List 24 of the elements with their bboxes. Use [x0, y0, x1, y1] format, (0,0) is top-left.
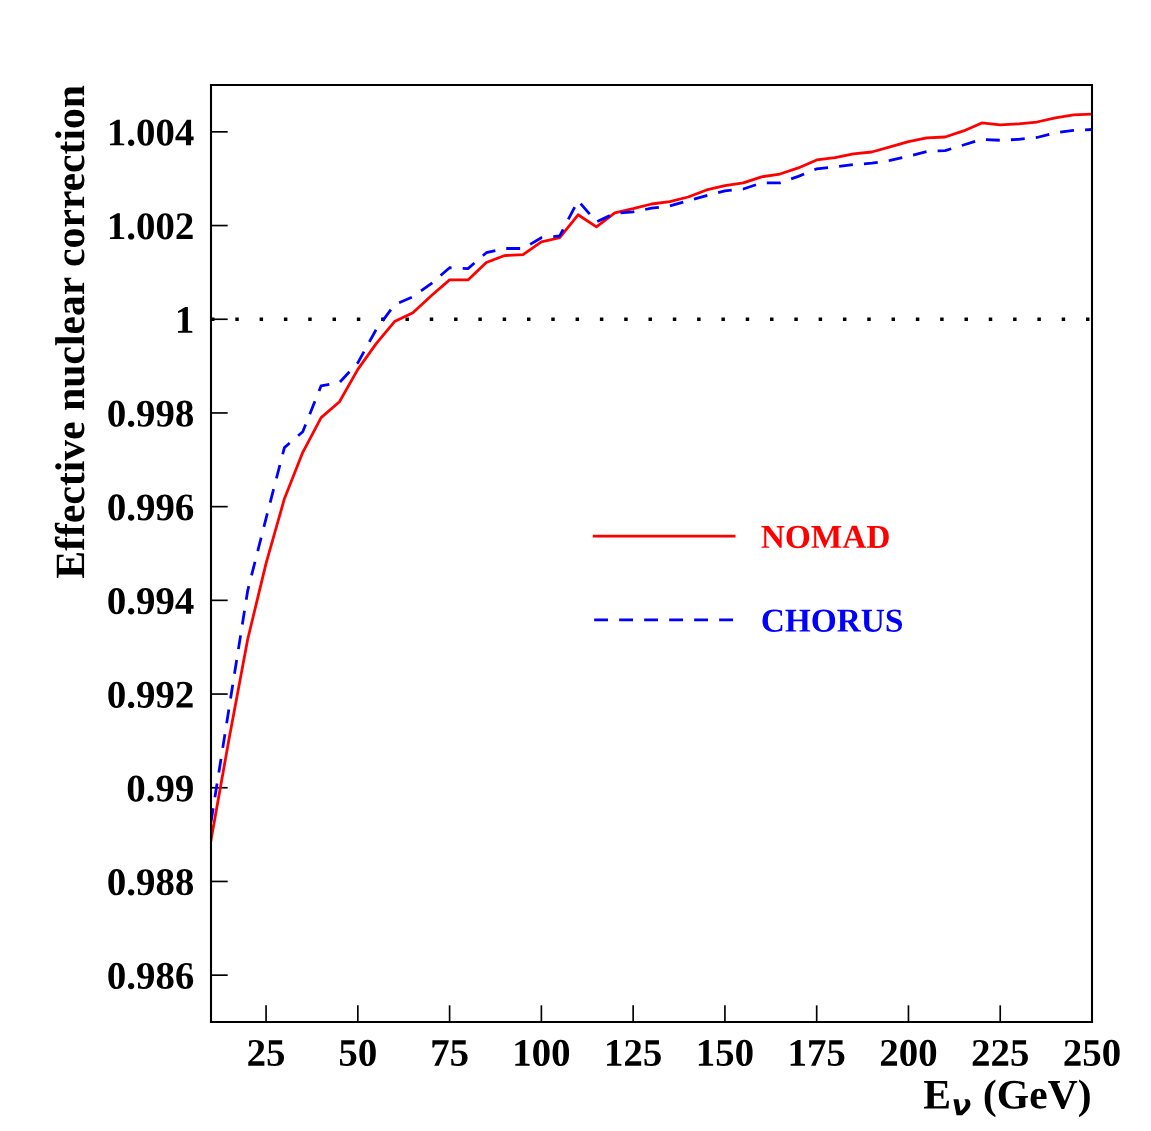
y-tick-label: 0.988 [108, 869, 194, 896]
x-axis-title: E$_{ν}$ (GeV) [923, 1079, 1090, 1118]
x-tick-label: 150 [698, 1039, 753, 1067]
y-tick-label: 0.994 [108, 587, 194, 615]
x-tick-label: 225 [972, 1039, 1028, 1067]
x-tick-label: 100 [515, 1039, 570, 1067]
y-tick-label: 0.986 [108, 962, 194, 990]
x-tick-label: 50 [339, 1039, 376, 1067]
x-tick-label: 200 [880, 1039, 937, 1067]
x-tick-label: 75 [432, 1040, 468, 1067]
y-tick-label: 1 [178, 307, 193, 333]
x-tick-label: 175 [790, 1039, 845, 1067]
y-tick-label: 1.002 [109, 213, 193, 240]
y-tick-label: 0.99 [127, 775, 193, 802]
legend-label: NOMAD [761, 525, 889, 549]
y-tick-label: 0.998 [108, 400, 194, 427]
y-axis-title: Effective nuclear correction [54, 85, 85, 578]
y-tick-label: 0.992 [108, 681, 193, 709]
x-tick-label: 125 [607, 1039, 661, 1067]
legend-label: CHORUS [762, 609, 903, 632]
y-tick-label: 1.004 [109, 119, 194, 146]
x-tick-label: 25 [248, 1039, 285, 1067]
y-tick-label: 0.996 [108, 494, 194, 521]
x-tick-label: 250 [1064, 1039, 1120, 1067]
